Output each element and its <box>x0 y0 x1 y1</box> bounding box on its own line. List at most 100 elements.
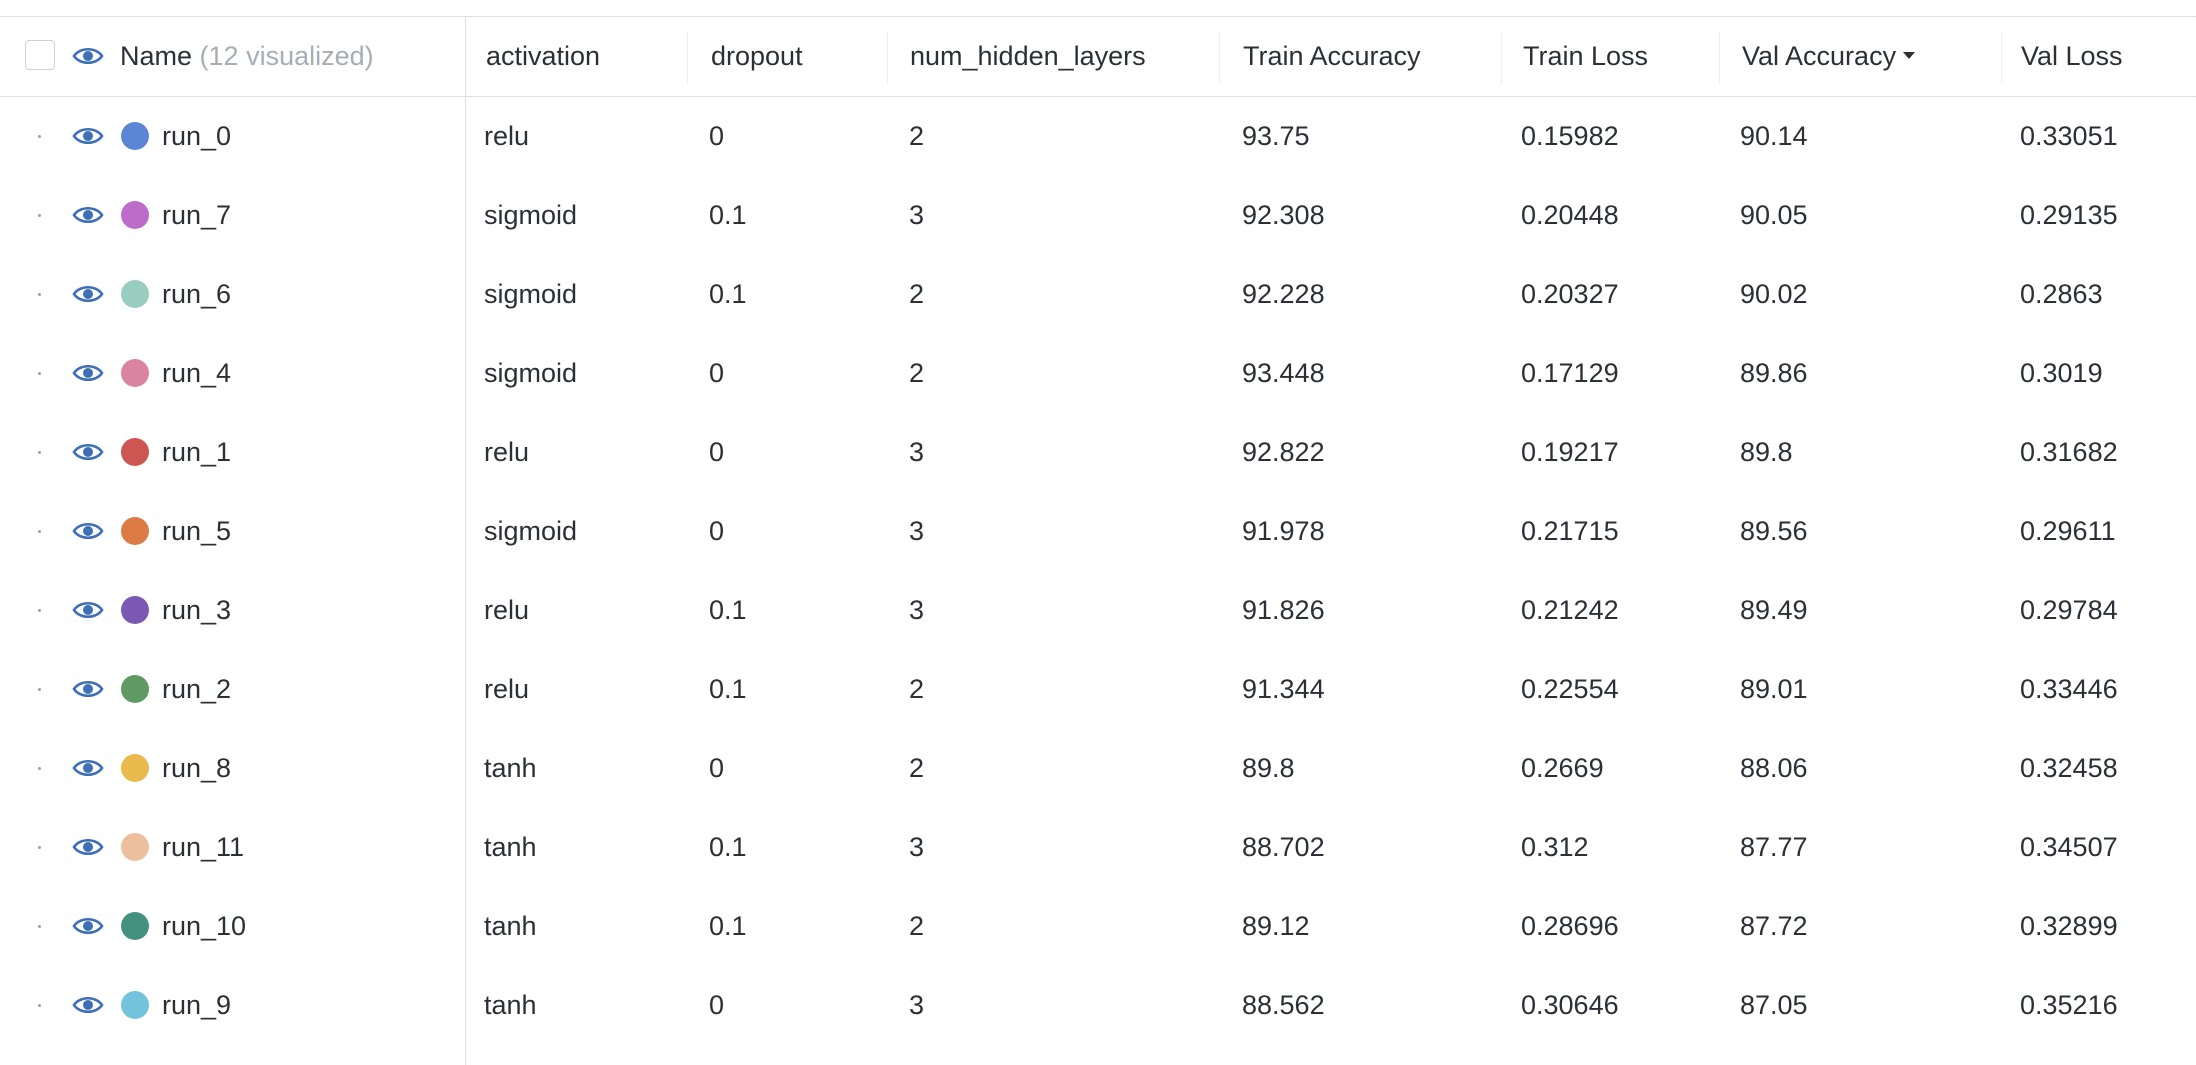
cell-train-loss: 0.17129 <box>1521 358 1619 388</box>
run-name[interactable]: run_7 <box>162 200 232 230</box>
name-column-header[interactable]: Name (12 visualized) <box>120 17 374 96</box>
column-resize-handle[interactable] <box>1219 31 1220 83</box>
run-color-swatch[interactable] <box>121 201 149 229</box>
column-header-val-loss[interactable]: Val Loss <box>2021 17 2123 96</box>
table-row[interactable]: run_8 tanh 0 2 89.8 0.2669 88.06 0.32458 <box>0 729 2196 808</box>
run-name[interactable]: run_6 <box>162 279 232 309</box>
cell-val-loss: 0.29611 <box>2020 516 2116 546</box>
row-handle[interactable] <box>38 688 41 691</box>
column-resize-handle[interactable] <box>1719 31 1720 83</box>
run-color-swatch[interactable] <box>121 438 149 466</box>
column-header-label: Val Loss <box>2021 41 2123 71</box>
column-header-label: dropout <box>711 41 803 71</box>
eye-icon[interactable] <box>72 836 104 858</box>
table-row[interactable]: run_11 tanh 0.1 3 88.702 0.312 87.77 0.34507 <box>0 808 2196 887</box>
row-handle[interactable] <box>38 767 41 770</box>
table-row[interactable]: run_9 tanh 0 3 88.562 0.30646 87.05 0.35216 <box>0 966 2196 1045</box>
cell-activation: sigmoid <box>484 516 578 546</box>
cell-dropout: 0.1 <box>709 200 747 230</box>
cell-train-loss: 0.21715 <box>1521 516 1619 546</box>
cell-dropout: 0 <box>709 990 725 1020</box>
eye-icon[interactable] <box>72 994 104 1016</box>
run-name[interactable]: run_0 <box>162 121 232 151</box>
eye-icon[interactable] <box>72 915 104 937</box>
run-name[interactable]: run_1 <box>162 437 232 467</box>
run-name[interactable]: run_11 <box>162 832 245 862</box>
run-color-swatch[interactable] <box>121 596 149 624</box>
table-row[interactable]: run_4 sigmoid 0 2 93.448 0.17129 89.86 0.3019 <box>0 334 2196 413</box>
cell-num-hidden-layers: 3 <box>909 595 925 625</box>
column-header-label: activation <box>486 41 601 71</box>
run-color-swatch[interactable] <box>121 675 149 703</box>
run-name[interactable]: run_4 <box>162 358 232 388</box>
table-row[interactable]: run_0 relu 0 2 93.75 0.15982 90.14 0.33051 <box>0 97 2196 176</box>
table-row[interactable]: run_10 tanh 0.1 2 89.12 0.28696 87.72 0.32899 <box>0 887 2196 966</box>
run-name[interactable]: run_10 <box>162 911 247 941</box>
row-handle[interactable] <box>38 135 41 138</box>
table-row[interactable]: run_6 sigmoid 0.1 2 92.228 0.20327 90.02 0.2863 <box>0 255 2196 334</box>
column-header-activation[interactable]: activation <box>486 17 600 96</box>
column-header-train-loss[interactable]: Train Loss <box>1523 17 1648 96</box>
row-handle[interactable] <box>38 530 41 533</box>
eye-icon[interactable] <box>72 441 104 463</box>
cell-activation: sigmoid <box>484 200 578 230</box>
name-column-divider[interactable] <box>465 17 466 1065</box>
row-handle[interactable] <box>38 609 41 612</box>
row-handle[interactable] <box>38 451 41 454</box>
table-row[interactable]: run_1 relu 0 3 92.822 0.19217 89.8 0.31682 <box>0 413 2196 492</box>
cell-train-loss: 0.22554 <box>1521 674 1619 704</box>
run-color-swatch[interactable] <box>121 754 149 782</box>
table-row[interactable]: run_7 sigmoid 0.1 3 92.308 0.20448 90.05 0.2913… <box>0 176 2196 255</box>
run-name[interactable]: run_2 <box>162 674 232 704</box>
row-handle[interactable] <box>38 372 41 375</box>
cell-dropout: 0.1 <box>709 911 747 941</box>
column-resize-handle[interactable] <box>1501 31 1502 83</box>
run-color-swatch[interactable] <box>121 991 149 1019</box>
cell-activation: tanh <box>484 990 537 1020</box>
cell-train-accuracy: 88.702 <box>1242 832 1325 862</box>
column-resize-handle[interactable] <box>687 31 688 83</box>
eye-icon[interactable] <box>72 678 104 700</box>
table-row[interactable]: run_5 sigmoid 0 3 91.978 0.21715 89.56 0.29611 <box>0 492 2196 571</box>
row-handle[interactable] <box>38 925 41 928</box>
eye-icon[interactable] <box>72 125 104 147</box>
select-all-checkbox[interactable] <box>25 40 55 70</box>
run-color-swatch[interactable] <box>121 122 149 150</box>
eye-icon[interactable] <box>72 599 104 621</box>
cell-train-accuracy: 91.344 <box>1242 674 1325 704</box>
row-handle[interactable] <box>38 846 41 849</box>
eye-icon[interactable] <box>72 283 104 305</box>
run-name[interactable]: run_5 <box>162 516 232 546</box>
column-header-num-hidden-layers[interactable]: num_hidden_layers <box>910 17 1146 96</box>
cell-train-accuracy: 93.75 <box>1242 121 1310 151</box>
column-resize-handle[interactable] <box>887 31 888 83</box>
run-color-swatch[interactable] <box>121 833 149 861</box>
table-row[interactable]: run_2 relu 0.1 2 91.344 0.22554 89.01 0.33446 <box>0 650 2196 729</box>
row-handle[interactable] <box>38 1004 41 1007</box>
column-header-dropout[interactable]: dropout <box>711 17 803 96</box>
cell-train-loss: 0.20327 <box>1521 279 1619 309</box>
eye-icon[interactable] <box>72 757 104 779</box>
run-color-swatch[interactable] <box>121 359 149 387</box>
run-color-swatch[interactable] <box>121 280 149 308</box>
eye-icon[interactable] <box>72 204 104 226</box>
run-color-swatch[interactable] <box>121 517 149 545</box>
table-row[interactable]: run_3 relu 0.1 3 91.826 0.21242 89.49 0.29784 <box>0 571 2196 650</box>
run-name[interactable]: run_9 <box>162 990 232 1020</box>
column-resize-handle[interactable] <box>2001 31 2002 83</box>
eye-icon[interactable] <box>72 45 104 67</box>
run-name[interactable]: run_3 <box>162 595 232 625</box>
caret-down-icon[interactable] <box>1903 52 1916 60</box>
run-color-swatch[interactable] <box>121 912 149 940</box>
column-header-train-accuracy[interactable]: Train Accuracy <box>1243 17 1421 96</box>
eye-icon[interactable] <box>72 520 104 542</box>
eye-icon[interactable] <box>72 362 104 384</box>
row-handle[interactable] <box>38 293 41 296</box>
column-header-val-accuracy[interactable]: Val Accuracy <box>1742 17 1916 96</box>
run-name[interactable]: run_8 <box>162 753 232 783</box>
cell-train-loss: 0.15982 <box>1521 121 1619 151</box>
cell-dropout: 0 <box>709 753 725 783</box>
column-header-label: Val Accuracy <box>1742 41 1897 71</box>
row-handle[interactable] <box>38 214 41 217</box>
cell-activation: relu <box>484 595 530 625</box>
